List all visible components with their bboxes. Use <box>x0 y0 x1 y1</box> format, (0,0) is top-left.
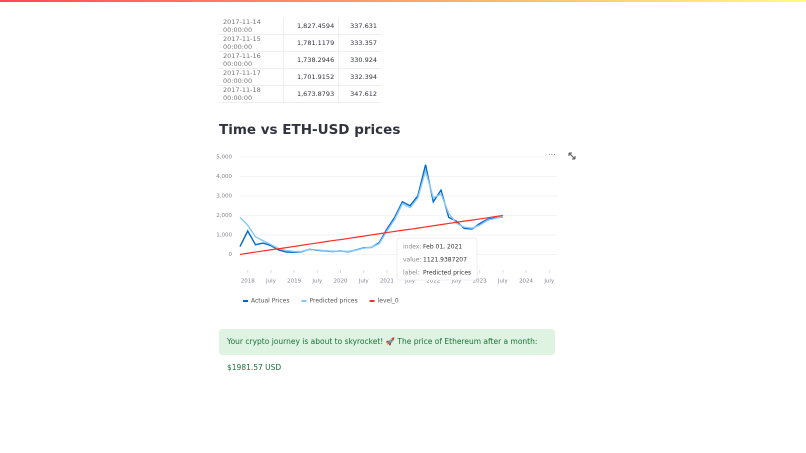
x-tick-label: July <box>311 279 323 285</box>
table-cell: 2017-11-16 00:00:00 <box>219 51 284 69</box>
data-table: 2017-11-14 00:00:00 1,827.4594 337.631 2017… <box>219 18 381 103</box>
tooltip-key: value: <box>403 257 421 264</box>
tooltip-value: Feb 01, 2021 <box>423 244 462 251</box>
y-tick-label: 2,000 <box>216 213 232 219</box>
table-cell: 330.924 <box>338 51 381 69</box>
table-cell: 2017-11-17 00:00:00 <box>219 68 284 86</box>
y-tick-label: 4,000 <box>216 174 232 180</box>
tooltip-key: label: <box>403 270 420 277</box>
table-cell: 1,673.8793 <box>283 85 340 103</box>
x-tick-label: July <box>404 279 416 285</box>
table-cell: 1,738.2946 <box>283 51 340 69</box>
x-tick-label: 2018 <box>241 279 255 285</box>
top-decoration <box>0 0 806 2</box>
x-tick-label: 2020 <box>334 279 348 285</box>
x-tick-label: July <box>543 279 555 285</box>
success-message: Your crypto journey is about to skyrocke… <box>219 329 555 372</box>
series-line <box>239 214 503 256</box>
x-tick-label: July <box>451 279 463 285</box>
table-cell: 2017-11-14 00:00:00 <box>219 18 284 35</box>
y-tick-label: 1,000 <box>216 232 232 238</box>
table-cell: 337.631 <box>338 18 381 35</box>
x-tick-label: July <box>358 279 370 285</box>
y-tick-label: 0 <box>229 252 233 258</box>
table-cell: 333.357 <box>338 34 381 52</box>
x-tick-label: 2024 <box>519 279 533 285</box>
x-tick-label: 2023 <box>473 279 487 285</box>
table-row: 2017-11-14 00:00:00 1,827.4594 337.631 <box>219 18 381 35</box>
x-tick-label: 2021 <box>380 279 394 285</box>
table-cell: 2017-11-18 00:00:00 <box>219 85 284 103</box>
expand-icon[interactable] <box>568 152 576 160</box>
table-cell: 1,781.1179 <box>283 34 340 52</box>
table-cell: 2017-11-15 00:00:00 <box>219 34 284 52</box>
legend-label: Predicted prices <box>309 298 357 305</box>
table-cell: 332.394 <box>338 68 381 86</box>
x-tick-label: 2022 <box>426 279 440 285</box>
x-tick-label: July <box>497 279 509 285</box>
menu-icon[interactable]: ··· <box>548 151 556 160</box>
series-line <box>239 168 504 253</box>
tooltip-value: 1121.9387207 <box>423 257 467 264</box>
table-row: 2017-11-15 00:00:00 1,781.1179 333.357 <box>219 34 381 52</box>
y-tick-label: 5,000 <box>216 155 232 161</box>
table-row: 2017-11-17 00:00:00 1,701.9152 332.394 <box>219 68 381 86</box>
legend-label: level_0 <box>378 298 399 305</box>
table-row: 2017-11-18 00:00:00 1,673.8793 347.612 <box>219 85 381 103</box>
table-cell: 1,701.9152 <box>283 68 340 86</box>
x-tick-label: July <box>265 279 277 285</box>
heading: Time vs ETH-USD prices <box>219 122 401 138</box>
tooltip-value: Predicted prices <box>423 270 471 277</box>
table-cell: 347.612 <box>338 85 381 103</box>
legend-label: Actual Prices <box>251 298 289 305</box>
table-cell: 1,827.4594 <box>283 18 340 35</box>
table-row: 2017-11-16 00:00:00 1,738.2946 330.924 <box>219 51 381 69</box>
y-tick-label: 3,000 <box>216 193 232 199</box>
x-tick-label: 2019 <box>287 279 301 285</box>
tooltip-box <box>396 237 478 281</box>
tooltip-key: index: <box>403 244 421 251</box>
